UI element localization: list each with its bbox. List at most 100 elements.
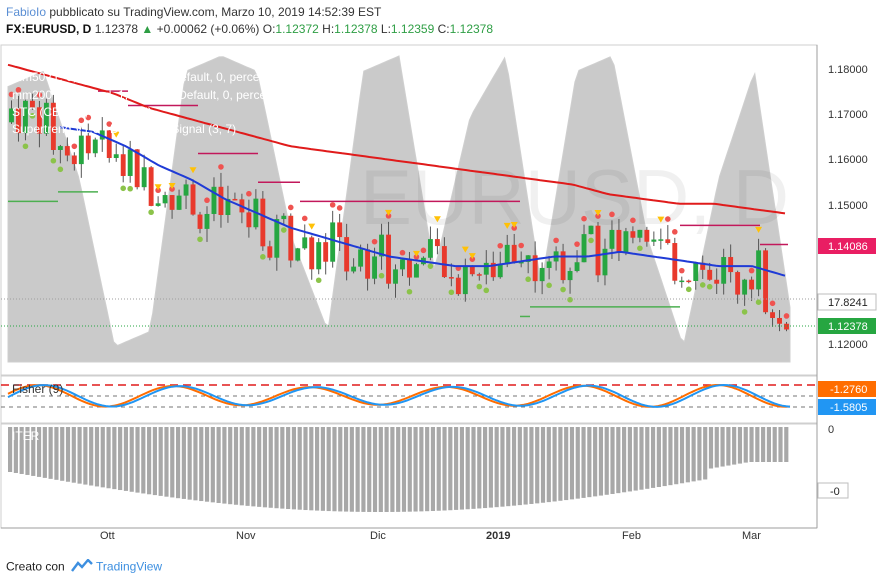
iter-bar (430, 427, 436, 511)
iter-bar (645, 427, 650, 489)
candle-body (106, 130, 112, 158)
iter-bar (372, 427, 378, 512)
iter-bar (251, 427, 256, 507)
legend-mm200[interactable]: mm200 (1, 0, fixed, 1, 100000, Default, … (12, 88, 294, 102)
signal-dot (78, 117, 85, 124)
signal-dot (630, 217, 636, 224)
iter-bar (257, 427, 262, 507)
iter-bar (60, 427, 65, 481)
fisher-label[interactable]: Fisher (9) (12, 382, 63, 396)
iter-bar (338, 427, 343, 512)
candle-body (595, 225, 601, 276)
iter-bar (141, 427, 146, 494)
legend-mm50[interactable]: mm50 (1, 0, fixed, 1, 100000, Default, 0… (12, 70, 287, 84)
candle-body (630, 231, 636, 238)
chart-area[interactable]: EURUSD, D Euro / Dollaro, D, FXCM mm50 (… (0, 44, 885, 554)
sell-signal-icon (168, 183, 176, 190)
legend-supertrend[interactable]: Supertrend V1.0 - Buy or Sell Signal (3,… (12, 122, 236, 136)
iter-bar (506, 427, 511, 507)
author-link[interactable]: FabioIo (6, 5, 47, 19)
candle-body (50, 102, 56, 150)
iter-label[interactable]: ITER (12, 429, 40, 443)
sell-signal-icon (461, 246, 469, 253)
high-label: H: (322, 22, 335, 36)
iter-bar (326, 427, 331, 512)
tradingview-link[interactable]: TradingView (96, 559, 163, 574)
footer: Creato con TradingView (6, 558, 163, 576)
iter-bar (349, 427, 354, 512)
iter-bar (407, 427, 412, 512)
candle-body (400, 259, 405, 270)
iter-bar (442, 427, 447, 511)
candle-body (574, 262, 580, 272)
time-axis[interactable]: Ott Nov Dic 2019 Feb Mar (100, 530, 761, 542)
legend-stc[interactable]: STC (CB) (10, 23, 50, 0.5) (12, 105, 152, 119)
iter-bar (604, 427, 609, 495)
iter-bar (355, 427, 360, 512)
iter-bar (239, 427, 244, 506)
candle-body (658, 239, 664, 241)
iter-bar (749, 427, 754, 462)
candle-body (602, 248, 608, 276)
candle-body (581, 234, 587, 263)
signal-dot (497, 242, 504, 249)
price-axis[interactable]: 1.18000 1.17000 1.16000 1.15000 1.12000 (828, 64, 868, 351)
iter-bar (245, 427, 250, 506)
candle-body (302, 237, 308, 249)
candle-body (260, 198, 266, 247)
iter-bar (558, 427, 563, 501)
candle-body (525, 255, 531, 262)
candle-body (190, 184, 196, 215)
signal-dot (546, 282, 552, 289)
signal-dot (399, 249, 406, 256)
iter-bar (210, 427, 215, 503)
iter-bar (13, 427, 18, 473)
signal-dot (665, 216, 671, 222)
iter-bar (662, 427, 667, 487)
iter-bar (291, 427, 297, 510)
candle-body (469, 266, 475, 275)
iter-bar (25, 427, 30, 475)
iter-bar (732, 427, 737, 465)
signal-dot (685, 286, 692, 293)
iter-bar (482, 427, 488, 509)
candle-body (441, 246, 447, 278)
iter-bar (332, 427, 337, 512)
candle-body (742, 279, 748, 295)
candle-body (344, 237, 350, 272)
iter-bar (500, 427, 505, 507)
sell-signal-icon (594, 210, 602, 217)
signal-dot (574, 241, 580, 247)
stc-fill (7, 55, 791, 363)
candle-body (162, 195, 168, 204)
signal-dot (567, 296, 573, 303)
iter-bar (297, 427, 302, 510)
candle-body (85, 135, 91, 154)
candle-body (246, 212, 252, 228)
candle-body (567, 271, 573, 281)
candle-body (427, 239, 433, 258)
iter-bar (517, 427, 522, 506)
signal-dot (637, 245, 643, 252)
candle-body (546, 261, 552, 268)
candle-body (120, 154, 126, 176)
sell-signal-icon (385, 209, 393, 216)
signal-dot (427, 263, 434, 269)
watermark: EURUSD, D (360, 153, 789, 241)
signal-dot (127, 185, 133, 192)
iter-bar (477, 427, 482, 509)
iter-bar (703, 427, 708, 480)
iter-bar (691, 427, 696, 482)
candle-body (693, 262, 699, 281)
candle-body (393, 269, 398, 284)
candle-body (623, 231, 629, 253)
candle-body (113, 154, 119, 158)
signal-dot (741, 309, 748, 315)
candle-body (672, 243, 678, 281)
candle-body (386, 234, 391, 284)
candle-body (414, 264, 419, 278)
signal-dot (483, 287, 490, 294)
iter-bar (650, 427, 656, 488)
candle-body (372, 256, 378, 279)
iter-tick: 0 (828, 424, 834, 436)
